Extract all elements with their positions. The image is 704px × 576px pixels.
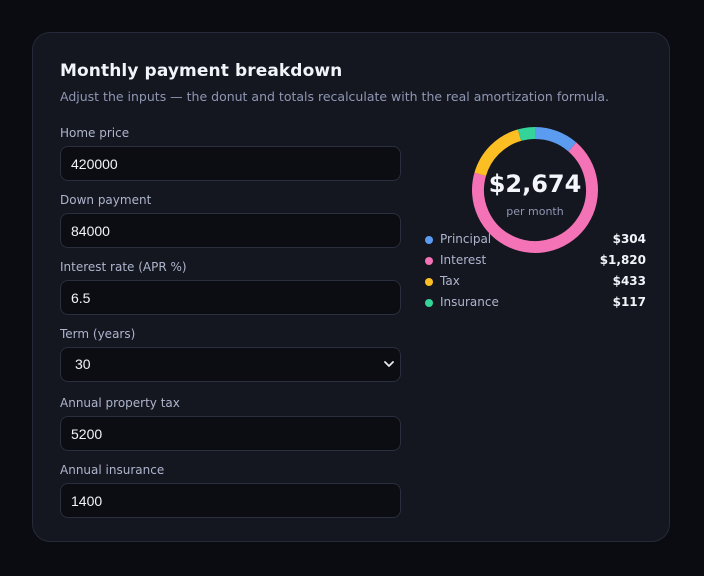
- term-label: Term (years): [60, 327, 136, 341]
- down-payment-label: Down payment: [60, 193, 152, 207]
- legend-label-principal: Principal: [440, 232, 492, 246]
- payment-breakdown-card: Monthly payment breakdown Adjust the inp…: [32, 32, 670, 542]
- legend-item-principal: Principal $304: [425, 230, 646, 251]
- interest-rate-input[interactable]: [60, 280, 401, 315]
- legend-item-interest: Interest $1,820: [425, 251, 646, 272]
- per-month-label: per month: [506, 205, 564, 218]
- donut-svg: [472, 127, 598, 253]
- property-tax-field: Annual property tax: [60, 396, 401, 451]
- home-price-label: Home price: [60, 126, 130, 140]
- donut-segment-tax: [474, 129, 522, 177]
- chevron-down-icon: [384, 361, 394, 367]
- legend-dot-tax: [425, 278, 433, 286]
- legend-value-principal: $304: [612, 232, 646, 246]
- monthly-total: $2,674: [488, 170, 582, 198]
- insurance-input[interactable]: [60, 483, 401, 518]
- legend-label-tax: Tax: [440, 274, 460, 288]
- legend-value-insurance: $117: [612, 295, 646, 309]
- card-subtitle: Adjust the inputs — the donut and totals…: [60, 89, 609, 104]
- legend-label-insurance: Insurance: [440, 295, 499, 309]
- legend-item-insurance: Insurance $117: [425, 293, 646, 314]
- card-title: Monthly payment breakdown: [60, 61, 343, 81]
- donut-center: $2,674 per month: [471, 126, 599, 254]
- legend-item-tax: Tax $433: [425, 272, 646, 293]
- interest-rate-label: Interest rate (APR %): [60, 260, 187, 274]
- down-payment-input[interactable]: [60, 213, 401, 248]
- legend-dot-interest: [425, 257, 433, 265]
- legend-dot-principal: [425, 236, 433, 244]
- insurance-label: Annual insurance: [60, 463, 165, 477]
- legend-label-interest: Interest: [440, 253, 487, 267]
- payment-donut-chart: $2,674 per month: [471, 126, 599, 254]
- donut-segment-interest: [472, 142, 598, 253]
- donut-segment-insurance: [517, 127, 536, 141]
- property-tax-input[interactable]: [60, 416, 401, 451]
- interest-rate-field: Interest rate (APR %): [60, 260, 401, 315]
- breakdown-legend: Principal $304 Interest $1,820 Tax $433 …: [425, 230, 646, 314]
- home-price-input[interactable]: [60, 146, 401, 181]
- term-field: Term (years) 30: [60, 327, 401, 382]
- home-price-field: Home price: [60, 126, 401, 181]
- property-tax-label: Annual property tax: [60, 396, 180, 410]
- down-payment-field: Down payment: [60, 193, 401, 248]
- term-select[interactable]: 30: [60, 347, 401, 382]
- legend-value-interest: $1,820: [599, 253, 646, 267]
- legend-dot-insurance: [425, 299, 433, 307]
- legend-value-tax: $433: [612, 274, 646, 288]
- term-select-value: 30: [75, 356, 91, 372]
- insurance-field: Annual insurance: [60, 463, 401, 518]
- donut-segment-principal: [534, 127, 577, 152]
